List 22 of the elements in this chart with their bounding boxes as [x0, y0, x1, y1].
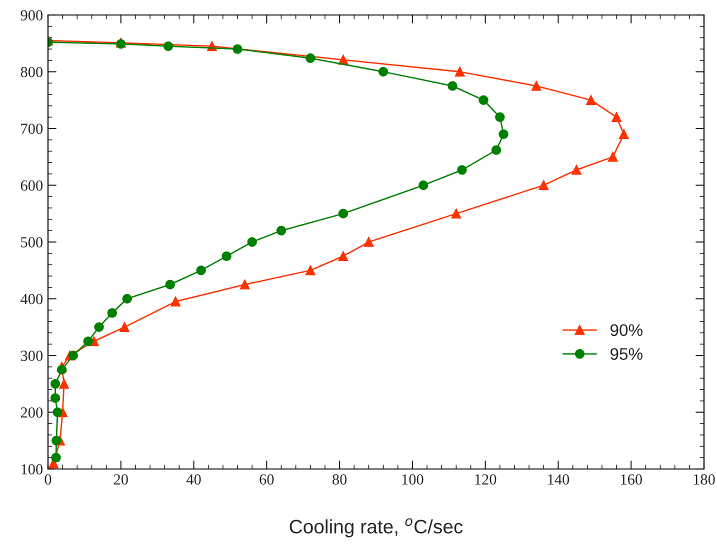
y-tick-label: 400 [20, 294, 43, 304]
y-tick-label: 700 [21, 124, 43, 134]
x-tick-label: 120 [475, 474, 496, 485]
x-tick-label: 160 [620, 474, 642, 485]
x-tick-label: 60 [260, 474, 274, 485]
x-tick-label: 20 [114, 474, 128, 485]
x-tick-label: 80 [332, 474, 347, 485]
x-tick-label: 0 [44, 474, 52, 485]
x-tick-label: 140 [548, 474, 570, 485]
legend-label: 95% [610, 348, 642, 360]
x-axis-title: Cooling rate, $^{o}$C/sec [290, 518, 463, 538]
y-tick-label: 900 [20, 10, 43, 20]
legend-label: 90% [610, 324, 642, 336]
y-tick-label: 300 [20, 350, 43, 361]
y-tick-label: 100 [22, 464, 43, 474]
y-tick-label: 500 [21, 237, 43, 248]
y-tick-label: 200 [20, 407, 43, 418]
y-tick-label: 800 [20, 66, 43, 78]
x-tick-label: 100 [402, 474, 424, 485]
x-tick-label: 180 [694, 474, 715, 485]
y-tick-label: 600 [20, 180, 43, 191]
x-tick-label: 40 [186, 474, 201, 485]
